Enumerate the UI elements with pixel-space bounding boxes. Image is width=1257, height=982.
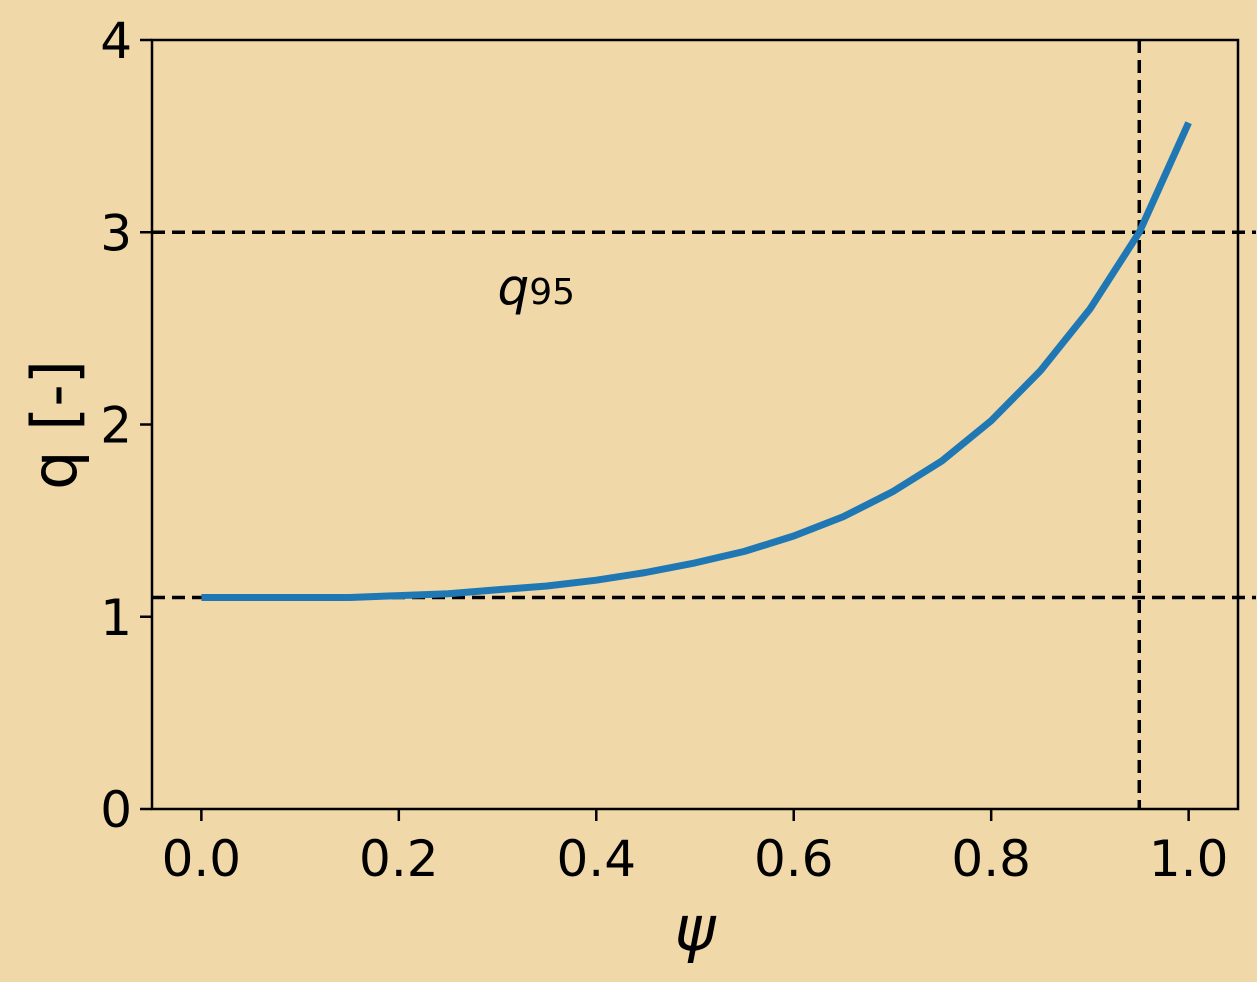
y-tick-label-1: 1 [100, 589, 132, 647]
series-layer [201, 121, 1192, 601]
y-tick-label-3: 3 [100, 204, 132, 262]
axes-layer [150, 38, 1240, 811]
reference-lines [152, 40, 1256, 809]
x-tick-label-5: 1.0 [1149, 830, 1229, 888]
annotation-subscript: 95 [529, 272, 575, 313]
y-tick-label-0: 0 [100, 781, 132, 839]
y-tick-label-2: 2 [100, 397, 132, 455]
annotation-main: q [498, 258, 530, 316]
x-axis-label: ψ [675, 892, 717, 965]
q95-annotation: q95 [498, 258, 576, 316]
x-tick-label-2: 0.4 [557, 830, 637, 888]
x-tick-label-0: 0.0 [162, 830, 242, 888]
ticks-layer: 0.0 0.2 0.4 0.6 0.8 1.0 0 1 2 3 4 [100, 12, 1228, 888]
y-axis-label: q [-] [18, 360, 91, 490]
y-tick-label-4: 4 [100, 12, 132, 70]
x-tick-label-1: 0.2 [359, 830, 439, 888]
x-tick-label-4: 0.8 [951, 830, 1031, 888]
x-tick-label-3: 0.6 [754, 830, 834, 888]
series-line-0 [201, 121, 1192, 601]
plot-frame [150, 38, 1240, 811]
